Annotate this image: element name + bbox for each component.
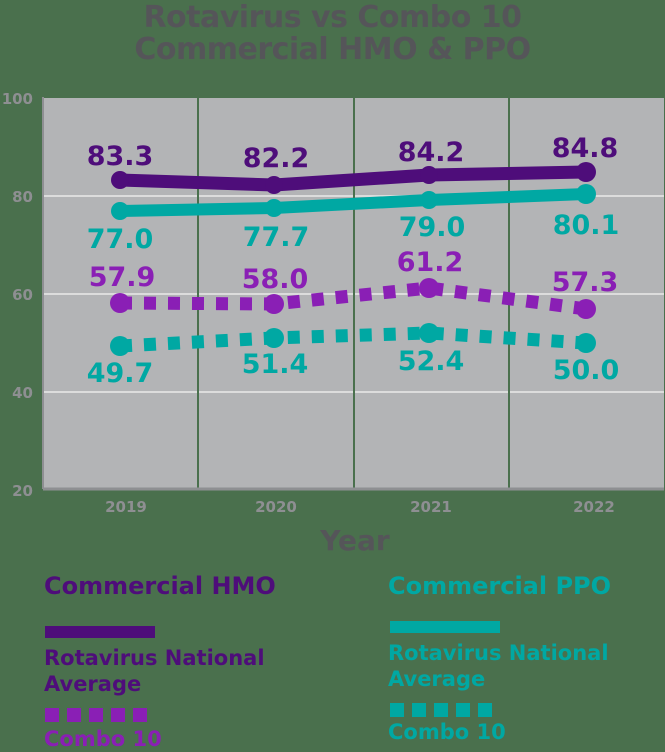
labels-hmo-rotavirus: 83.3 82.2 84.2 84.8 [87,133,619,174]
data-label: 77.7 [243,222,310,253]
data-label: 49.7 [87,358,154,389]
legend-hmo-solid-swatch [45,626,155,638]
data-label: 77.0 [87,224,154,255]
x-tick-2019: 2019 [105,498,147,516]
series-hmo-rotavirus [111,162,596,194]
y-tick-40: 40 [12,384,33,402]
legend-hmo-solid-label-line2: Average [44,672,142,696]
legend-ppo-solid-label-line2: Average [388,667,486,691]
legend-hmo-solid-label-line1: Rotavirus National [44,646,265,670]
data-label: 83.3 [87,141,154,172]
y-axis-ticks: 100 80 60 40 20 [2,90,33,500]
x-axis-label: Year [319,524,390,557]
series-ppo-combo10 [110,323,596,356]
legend-hmo-dotted-label: Combo 10 [44,727,162,751]
x-axis-ticks: 2019 2020 2021 2022 [105,498,615,516]
legend-ppo-dotted-label: Combo 10 [388,720,506,744]
y-tick-60: 60 [12,286,33,304]
data-label: 50.0 [553,355,620,386]
legend-hmo-heading: Commercial HMO [44,572,276,600]
data-label: 61.2 [397,247,464,278]
line-chart: 100 80 60 40 20 2019 2020 2021 2022 Year… [2,90,664,557]
legend-hmo-dotted-swatch [45,708,147,722]
y-tick-100: 100 [2,90,33,108]
series-hmo-combo10 [110,278,596,319]
y-tick-80: 80 [12,188,33,206]
data-label: 82.2 [243,143,310,174]
chart-title-line2: Commercial HMO & PPO [134,32,531,67]
chart-title: Rotavirus vs Combo 10 Commercial HMO & P… [0,2,665,66]
x-tick-2020: 2020 [255,498,297,516]
labels-hmo-combo10: 57.9 58.0 61.2 57.3 [89,247,619,298]
chart-title-line1: Rotavirus vs Combo 10 [143,0,522,35]
data-label: 57.9 [89,262,156,293]
data-label: 52.4 [398,346,465,377]
data-label: 79.0 [399,212,466,243]
legend-ppo-solid-label-line1: Rotavirus National [388,641,609,665]
data-label: 51.4 [242,349,309,380]
legend-ppo-solid-label: Rotavirus National Average [388,640,609,692]
data-label: 80.1 [553,210,620,241]
series-ppo-rotavirus [111,184,596,220]
legend-ppo-heading: Commercial PPO [388,572,612,600]
y-tick-20: 20 [12,482,33,500]
data-label: 84.2 [398,137,465,168]
data-label: 57.3 [552,267,619,298]
labels-ppo-rotavirus: 77.0 77.7 79.0 80.1 [87,210,620,255]
legend-hmo-solid-label: Rotavirus National Average [44,645,265,697]
labels-ppo-combo10: 49.7 51.4 52.4 50.0 [87,346,620,389]
data-label: 84.8 [552,133,619,164]
legend-ppo-dotted-swatch [390,703,492,717]
data-label: 58.0 [242,264,309,295]
x-tick-2022: 2022 [573,498,615,516]
legend-ppo-solid-swatch [390,621,500,633]
x-tick-2021: 2021 [410,498,452,516]
